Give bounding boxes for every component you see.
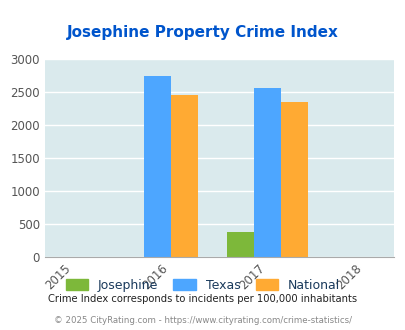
Bar [281,102,308,257]
Text: © 2025 CityRating.com - https://www.cityrating.com/crime-statistics/: © 2025 CityRating.com - https://www.city… [54,316,351,325]
Bar [171,95,197,257]
Legend: Josephine, Texas, National: Josephine, Texas, National [60,274,345,297]
Bar [254,88,281,257]
Text: Josephine Property Crime Index: Josephine Property Crime Index [67,25,338,40]
Text: Crime Index corresponds to incidents per 100,000 inhabitants: Crime Index corresponds to incidents per… [48,294,357,304]
Bar [226,232,254,257]
Bar [143,76,171,257]
